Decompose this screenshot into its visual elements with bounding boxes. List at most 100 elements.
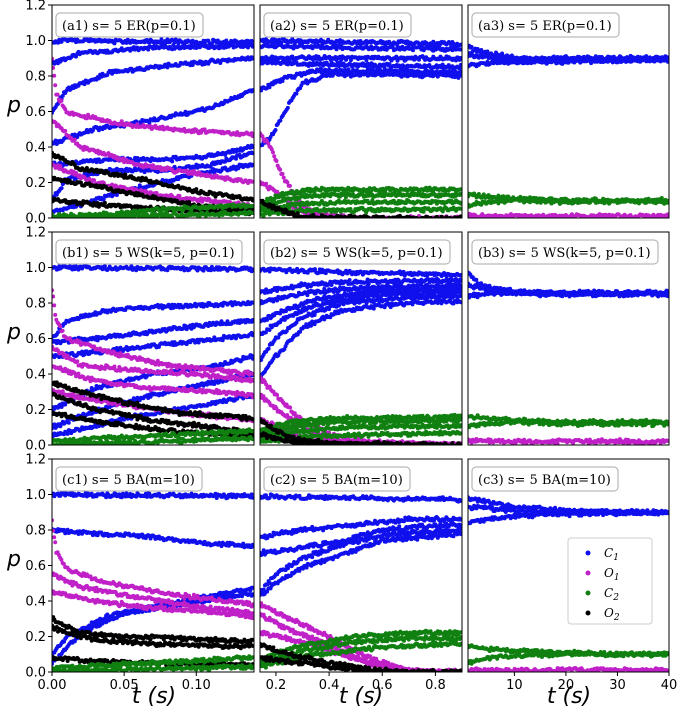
data-point	[458, 187, 462, 192]
data-point	[63, 107, 68, 112]
data-point	[250, 134, 254, 139]
data-point	[250, 204, 254, 208]
data-point	[427, 218, 431, 222]
axes-frame	[259, 4, 463, 219]
data-point	[278, 167, 283, 172]
series-c1	[52, 55, 254, 115]
data-point	[52, 73, 57, 78]
series-o2	[260, 198, 462, 222]
data-point	[72, 132, 77, 137]
data-point	[458, 191, 462, 196]
data-point	[260, 198, 265, 203]
data-point	[177, 194, 182, 198]
data-point	[102, 200, 107, 205]
panel-a1: 0.00.20.40.60.81.01.2(a1) s= 5 ER(p=0.1)	[25, 0, 255, 227]
data-point	[458, 69, 462, 74]
series-o2	[52, 150, 254, 203]
series-c1	[260, 66, 462, 93]
series-c2	[260, 205, 462, 218]
data-point	[199, 130, 204, 135]
data-point	[458, 206, 462, 211]
data-point	[249, 38, 254, 43]
data-point	[285, 105, 290, 110]
data-point	[183, 109, 188, 114]
data-point	[370, 198, 375, 203]
panel-title-a1: (a1) s= 5 ER(p=0.1)	[55, 12, 204, 38]
panel-title-a2: (a2) s= 5 ER(p=0.1)	[263, 12, 412, 38]
data-point	[58, 164, 63, 169]
data-point	[294, 91, 299, 96]
data-point	[346, 67, 351, 72]
title-box	[55, 12, 204, 38]
data-point	[190, 63, 195, 67]
plot-area-a2	[260, 36, 462, 222]
data-point	[250, 56, 254, 61]
data-point	[234, 156, 238, 161]
data-point	[271, 42, 276, 46]
panel-title-text: (a2) s= 5 ER(p=0.1)	[270, 19, 404, 34]
data-point	[269, 147, 274, 152]
data-point	[250, 145, 254, 150]
data-point	[123, 172, 128, 177]
data-point	[457, 66, 462, 71]
data-point	[268, 135, 273, 139]
data-point	[290, 54, 295, 59]
series-c2	[52, 202, 254, 218]
data-point	[249, 131, 254, 136]
data-point	[390, 44, 395, 49]
data-point	[187, 200, 192, 205]
series-c2	[260, 185, 462, 207]
data-point	[402, 67, 406, 72]
data-point	[147, 120, 152, 125]
data-point	[250, 151, 254, 156]
series-o1	[52, 119, 254, 185]
data-point	[287, 183, 292, 188]
plot-area-a1	[52, 36, 254, 222]
data-point	[250, 211, 254, 215]
data-point	[469, 45, 474, 49]
data-point	[428, 215, 433, 218]
series-c1	[260, 58, 462, 71]
data-point	[348, 58, 353, 63]
data-point	[112, 41, 117, 46]
data-point	[295, 211, 300, 216]
data-point	[458, 201, 462, 206]
y-tick-label: 1.0	[25, 34, 46, 49]
data-point	[458, 42, 462, 47]
data-point	[54, 218, 58, 222]
data-point	[250, 88, 254, 93]
panel-grid: 0.00.20.40.60.81.01.2(a1) s= 5 ER(p=0.1)…	[25, 0, 677, 693]
data-point	[260, 134, 265, 139]
series-o1	[52, 56, 254, 139]
data-point	[250, 179, 254, 184]
data-point	[458, 56, 462, 60]
data-point	[280, 171, 285, 176]
data-point	[272, 154, 277, 159]
data-point	[334, 47, 339, 52]
y-tick-label: 0.6	[25, 105, 46, 120]
panel-a2: (a2) s= 5 ER(p=0.1)	[259, 4, 463, 222]
data-point	[63, 128, 68, 133]
data-point	[458, 47, 462, 52]
data-point	[421, 209, 426, 214]
series-c2	[52, 209, 254, 222]
data-point	[250, 198, 254, 203]
data-point	[274, 159, 279, 163]
data-point	[338, 60, 342, 65]
data-point	[52, 65, 56, 70]
data-point	[281, 175, 286, 180]
data-point	[206, 38, 211, 43]
data-point	[194, 187, 199, 192]
data-point	[368, 218, 372, 222]
data-point	[271, 150, 275, 155]
data-point	[60, 93, 65, 98]
data-point	[431, 39, 436, 44]
data-point	[189, 208, 194, 213]
panel-a3: (a3) s= 5 ER(p=0.1)	[467, 4, 670, 219]
plot-area-a3	[468, 43, 669, 218]
data-point	[458, 62, 462, 67]
data-point	[181, 208, 186, 213]
data-point	[74, 54, 78, 59]
data-point	[298, 203, 303, 208]
